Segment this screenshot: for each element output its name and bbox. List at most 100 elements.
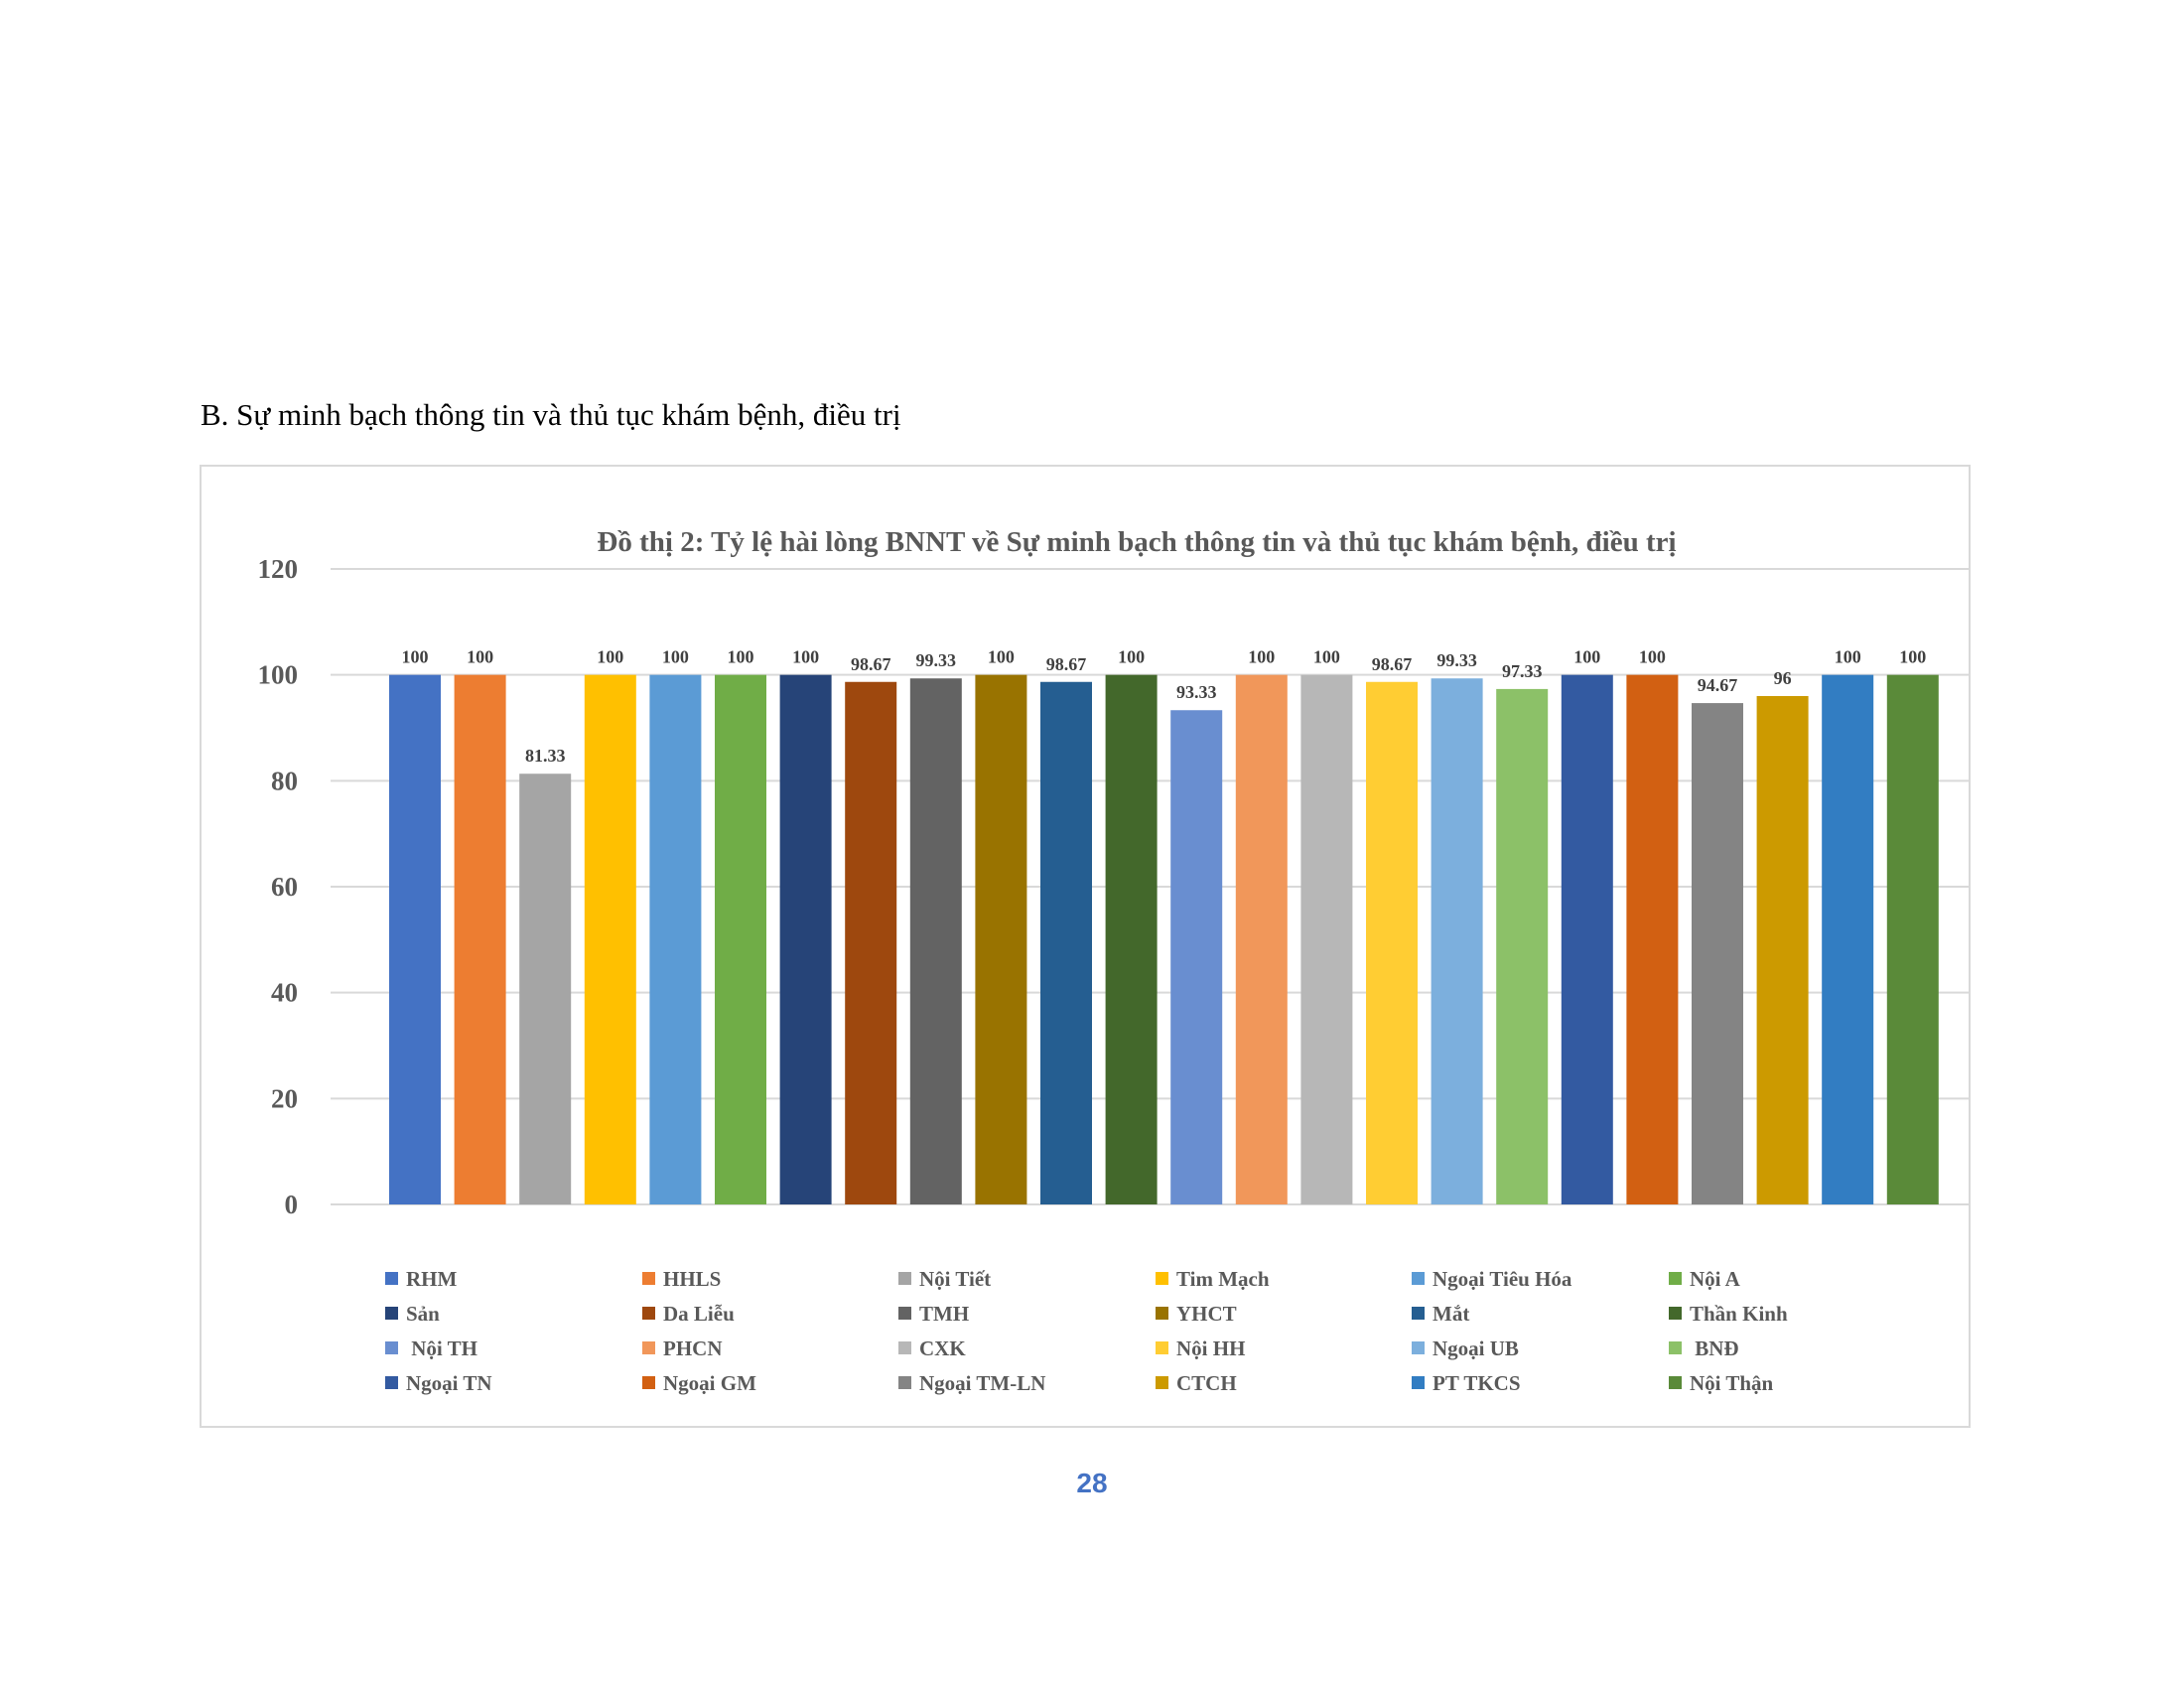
legend-swatch — [898, 1272, 911, 1285]
data-label: 100 — [728, 647, 754, 667]
legend-swatch — [1412, 1341, 1425, 1354]
data-label: 99.33 — [916, 650, 957, 670]
legend-label: BNĐ — [1690, 1336, 1739, 1360]
legend-label: Thần Kinh — [1690, 1302, 1788, 1326]
data-label: 98.67 — [851, 654, 891, 674]
bar — [779, 674, 832, 1204]
legend-swatch — [1156, 1341, 1168, 1354]
legend-label: Sản — [406, 1302, 440, 1326]
legend-item: CTCH — [1156, 1371, 1237, 1395]
bar — [649, 674, 702, 1204]
legend-label: Da Liễu — [663, 1302, 735, 1326]
bar — [1235, 674, 1288, 1204]
legend-swatch — [1412, 1376, 1425, 1389]
legend-item: Nội TH — [385, 1336, 478, 1360]
legend-label: Nội Tiết — [919, 1267, 991, 1291]
data-label: 100 — [1835, 647, 1861, 667]
legend-item: Nội HH — [1156, 1336, 1245, 1360]
legend-label: Ngoại TN — [406, 1371, 492, 1395]
bar — [1040, 681, 1092, 1204]
legend-swatch — [1156, 1376, 1168, 1389]
bar — [1756, 696, 1809, 1204]
legend-label: RHM — [406, 1267, 458, 1291]
data-label: 96 — [1774, 668, 1792, 688]
bar — [519, 774, 572, 1204]
page-number: 28 — [1076, 1468, 1108, 1498]
data-labels: 100 100 81.33 100 100 100 100 98.67 99.33 100 98.6… — [402, 647, 1927, 767]
data-label: 100 — [1639, 647, 1666, 667]
bars — [389, 674, 1939, 1204]
legend-swatch — [1156, 1272, 1168, 1285]
data-label: 100 — [1573, 647, 1600, 667]
data-label: 98.67 — [1046, 654, 1087, 674]
bar — [715, 674, 766, 1204]
data-label: 99.33 — [1436, 650, 1477, 670]
bar — [1105, 674, 1158, 1204]
legend-label: CTCH — [1176, 1371, 1237, 1395]
legend-swatch — [1156, 1307, 1168, 1320]
legend-swatch — [642, 1272, 655, 1285]
bar — [1300, 674, 1353, 1204]
legend-item: Mắt — [1412, 1302, 1469, 1326]
legend-item: Ngoại TM-LN — [898, 1371, 1045, 1395]
y-tick-label: 60 — [271, 872, 298, 902]
legend-label: Ngoại Tiêu Hóa — [1433, 1267, 1572, 1291]
data-label: 100 — [988, 647, 1015, 667]
data-label: 100 — [467, 647, 493, 667]
chart-frame: 0 20 40 60 80 100 120 100 100 81.33 100 100 100 100 9… — [200, 465, 1971, 1428]
legend-item: Ngoại GM — [642, 1371, 756, 1395]
bar — [1170, 710, 1223, 1204]
legend-item: Ngoại TN — [385, 1371, 492, 1395]
legend-label: Ngoại GM — [663, 1371, 756, 1395]
legend-swatch — [898, 1376, 911, 1389]
legend-label: CXK — [919, 1336, 966, 1360]
bar — [1822, 674, 1874, 1204]
data-label: 100 — [792, 647, 819, 667]
data-label: 81.33 — [525, 746, 566, 766]
legend-label: YHCT — [1176, 1302, 1237, 1326]
legend-item: Nội A — [1669, 1267, 1741, 1291]
y-tick-label: 120 — [258, 554, 299, 584]
y-tick-label: 0 — [285, 1190, 299, 1219]
bar — [845, 681, 897, 1204]
legend-item: Nội Tiết — [898, 1267, 991, 1291]
legend-swatch — [1412, 1307, 1425, 1320]
y-tick-label: 20 — [271, 1083, 298, 1113]
legend-item: Sản — [385, 1302, 440, 1326]
bar — [1886, 674, 1939, 1204]
legend-item: BNĐ — [1669, 1336, 1739, 1360]
bar — [1626, 674, 1679, 1204]
data-label: 100 — [1313, 647, 1340, 667]
legend-item: Ngoại Tiêu Hóa — [1412, 1267, 1572, 1291]
legend-label: Ngoại UB — [1433, 1336, 1519, 1360]
legend-swatch — [642, 1341, 655, 1354]
legend-swatch — [1669, 1341, 1682, 1354]
legend-swatch — [385, 1341, 398, 1354]
legend-label: PT TKCS — [1433, 1371, 1521, 1395]
data-label: 100 — [402, 647, 429, 667]
legend-swatch — [1669, 1376, 1682, 1389]
bar-chart: 0 20 40 60 80 100 120 100 100 81.33 100 100 100 100 9… — [258, 526, 1969, 1395]
legend-swatch — [1412, 1272, 1425, 1285]
section-heading: B. Sự minh bạch thông tin và thủ tục khá… — [201, 397, 901, 432]
data-label: 100 — [1118, 647, 1145, 667]
bar — [1366, 681, 1418, 1204]
legend-item: Nội Thận — [1669, 1371, 1774, 1395]
chart-title: Đồ thị 2: Tỷ lệ hài lòng BNNT về Sự minh… — [597, 526, 1676, 558]
legend-label: HHLS — [663, 1267, 721, 1291]
bar — [1431, 678, 1483, 1204]
bar — [1496, 688, 1549, 1204]
y-tick-label: 80 — [271, 766, 298, 795]
legend-swatch — [898, 1341, 911, 1354]
legend-label: Nội TH — [406, 1336, 478, 1360]
data-label: 100 — [662, 647, 689, 667]
legend-item: PHCN — [642, 1336, 723, 1360]
data-label: 97.33 — [1502, 661, 1543, 681]
legend-label: Nội HH — [1176, 1336, 1245, 1360]
legend-label: Nội Thận — [1690, 1371, 1774, 1395]
data-label: 100 — [597, 647, 623, 667]
legend-item: TMH — [898, 1302, 969, 1326]
legend-swatch — [385, 1272, 398, 1285]
data-label: 100 — [1248, 647, 1275, 667]
legend-swatch — [642, 1376, 655, 1389]
